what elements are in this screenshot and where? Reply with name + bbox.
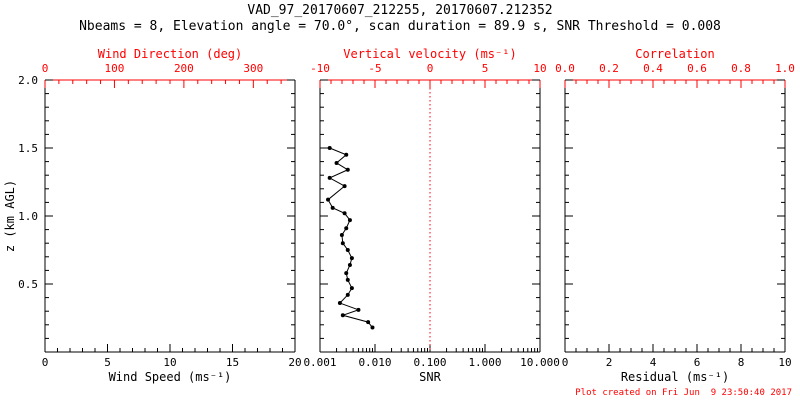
snr-profile-series — [326, 146, 375, 330]
series-point — [340, 241, 345, 246]
top-tick-label: 0.8 — [731, 62, 751, 75]
top-tick-label: 1.0 — [775, 62, 795, 75]
series-point — [344, 152, 349, 157]
top-tick-label: 200 — [174, 62, 194, 75]
series-point — [334, 160, 339, 165]
x-axis-label: Wind Speed (ms⁻¹) — [109, 370, 232, 384]
series-point — [349, 286, 354, 291]
y-axis-title: z (km AGL) — [3, 180, 17, 252]
x-tick-label: 0 — [42, 356, 49, 369]
series-point — [356, 307, 361, 312]
y-tick-label: 1.0 — [18, 210, 38, 223]
plot-created-timestamp: Plot created on Fri Jun 9 23:50:40 2017 — [575, 388, 792, 398]
y-tick-label: 2.0 — [18, 74, 38, 87]
x-tick-label: 10.000 — [520, 356, 560, 369]
top-tick-label: 5 — [482, 62, 489, 75]
top-axis-label: Vertical velocity (ms⁻¹) — [343, 47, 516, 61]
x-tick-label: 0.010 — [358, 356, 391, 369]
series-point — [326, 197, 331, 202]
series-point — [330, 205, 335, 210]
x-tick-label: 1.000 — [468, 356, 501, 369]
series-point — [339, 233, 344, 238]
y-tick-label: 0.5 — [18, 278, 38, 291]
series-line — [327, 147, 373, 328]
x-tick-label: 15 — [226, 356, 239, 369]
top-tick-label: 0 — [427, 62, 434, 75]
x-axis-label: Residual (ms⁻¹) — [621, 370, 729, 384]
x-tick-label: 0.001 — [303, 356, 336, 369]
series-point — [344, 271, 349, 276]
series-point — [327, 175, 332, 180]
top-tick-label: 300 — [243, 62, 263, 75]
y-tick-label: 1.5 — [18, 142, 38, 155]
series-point — [340, 313, 345, 318]
x-tick-label: 0.100 — [413, 356, 446, 369]
panel-residual: 0 2 4 6 8 10 Residual (ms⁻¹) 0.0 0.2 0.4 0.6 0.8 1.0… — [555, 47, 795, 384]
series-point — [327, 146, 332, 150]
top-tick-label: 0.0 — [555, 62, 575, 75]
y-axis-label: z (km AGL) — [3, 180, 17, 252]
series-point — [366, 320, 371, 325]
top-tick-label: 0 — [42, 62, 49, 75]
x-tick-label: 5 — [104, 356, 111, 369]
series-point — [337, 301, 342, 306]
x-tick-label: 2 — [606, 356, 613, 369]
x-tick-label: 8 — [738, 356, 745, 369]
series-point — [342, 184, 347, 189]
series-point — [345, 167, 350, 172]
series-point — [347, 262, 352, 267]
series-point — [345, 248, 350, 252]
series-point — [370, 325, 375, 330]
plot-title: VAD_97_20170607_212255, 20170607.212352 — [247, 3, 553, 18]
x-tick-label: 4 — [650, 356, 657, 369]
series-point — [344, 226, 349, 231]
series-point — [347, 218, 352, 223]
top-axis-label: Wind Direction (deg) — [98, 47, 243, 61]
x-tick-label: 20 — [288, 356, 301, 369]
top-tick-label: 0.2 — [599, 62, 619, 75]
x-tick-label: 10 — [778, 356, 791, 369]
panel-snr: 0.001 0.010 0.100 1.000 10.000 SNR -10 -5 0 5 10 Ve… — [303, 47, 559, 384]
top-tick-label: 0.4 — [643, 62, 663, 75]
series-point — [345, 292, 350, 297]
x-axis-label: SNR — [419, 370, 441, 384]
top-tick-label: -5 — [368, 62, 381, 75]
top-tick-label: 100 — [105, 62, 125, 75]
series-point — [342, 211, 347, 216]
plot-subtitle: Nbeams = 8, Elevation angle = 70.0°, sca… — [79, 19, 721, 34]
top-axis-label: Correlation — [635, 47, 714, 61]
x-tick-label: 10 — [163, 356, 176, 369]
panel-wind-speed: 0 5 10 15 20 Wind Speed (ms⁻¹) 0 100 200 300Wind … — [18, 47, 302, 384]
x-tick-label: 0 — [562, 356, 569, 369]
series-point — [349, 256, 354, 261]
top-tick-label: -10 — [310, 62, 330, 75]
top-tick-label: 0.6 — [687, 62, 707, 75]
top-tick-label: 10 — [533, 62, 546, 75]
x-tick-label: 6 — [694, 356, 701, 369]
series-point — [345, 277, 350, 282]
